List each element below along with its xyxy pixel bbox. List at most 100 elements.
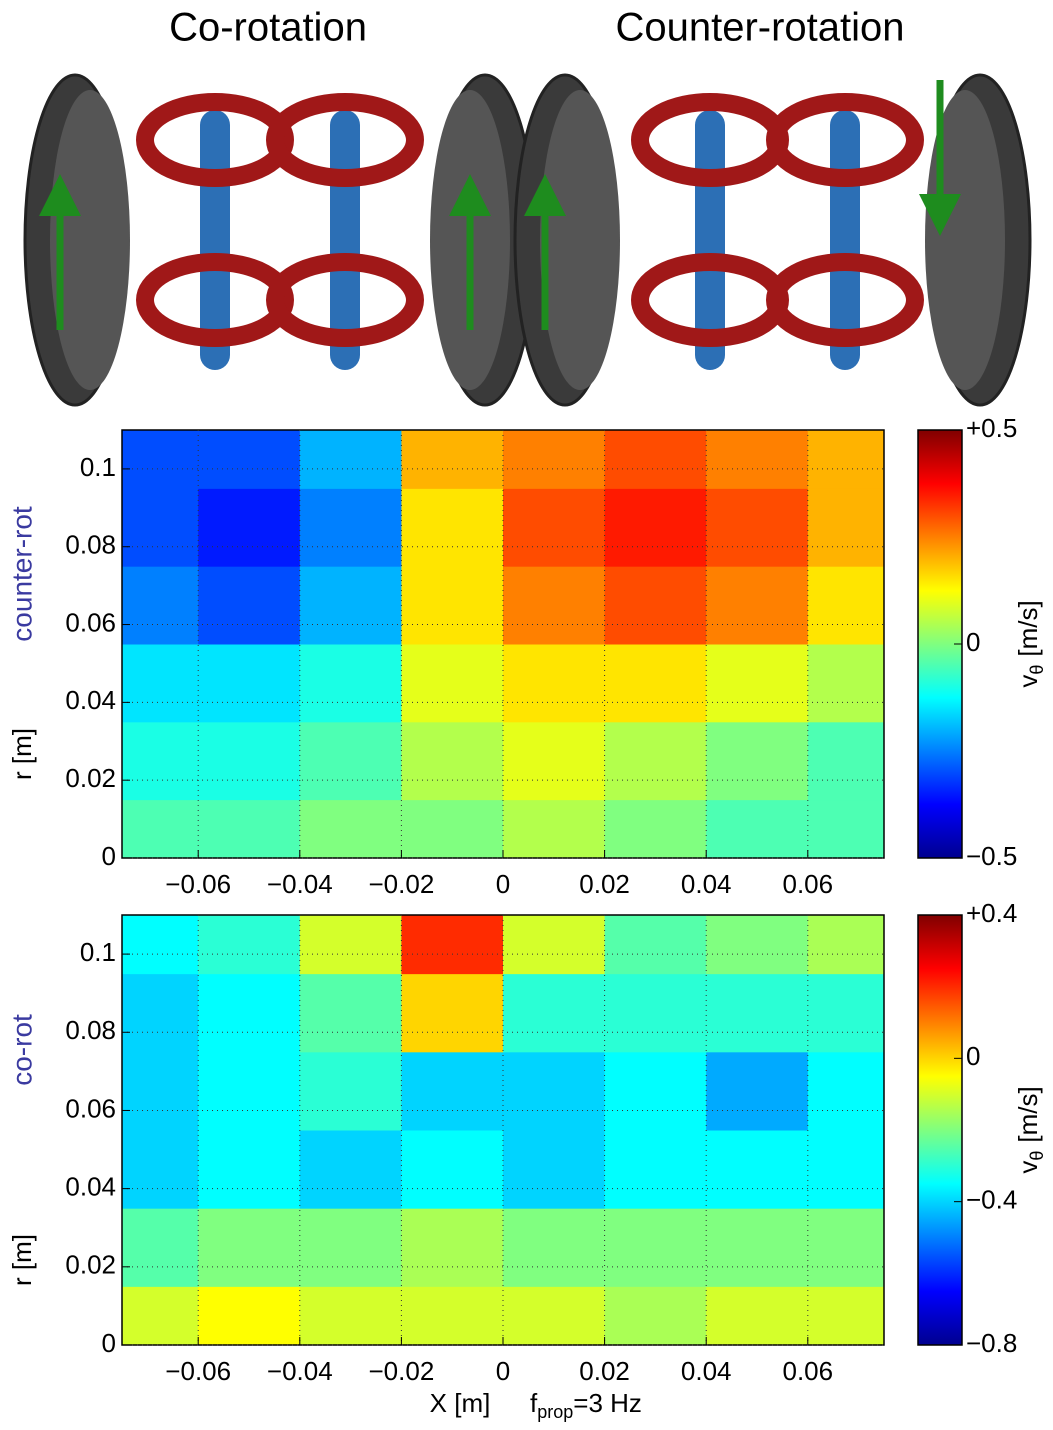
cell: [503, 1208, 606, 1287]
swirl: [766, 253, 924, 347]
cell: [122, 1286, 199, 1345]
cell: [401, 973, 504, 1053]
x-tick-label: 0: [496, 869, 510, 899]
colorbar-label: vθ [m/s]: [1013, 1086, 1047, 1173]
cell: [299, 721, 402, 801]
cell: [503, 721, 606, 801]
cell: [503, 644, 606, 723]
cell: [122, 973, 199, 1053]
cell: [807, 1286, 884, 1345]
rotor-face: [50, 90, 130, 390]
colorbar: [917, 429, 963, 859]
annotation-text: =3 Hz: [573, 1388, 642, 1418]
y-tick-label: 0.02: [65, 763, 116, 793]
colorbar-symbol: v: [1013, 675, 1043, 688]
x-tick-label: 0.04: [681, 869, 732, 899]
cell: [604, 566, 707, 645]
cell: [807, 430, 884, 489]
x-axis-label: X [m]: [430, 1388, 491, 1418]
y-tick-label: 0.1: [80, 937, 116, 967]
y-tick-label: 0.04: [65, 685, 116, 715]
cell: [122, 430, 199, 489]
swirl: [266, 253, 424, 347]
y-tick-label: 0.08: [65, 530, 116, 560]
cell: [706, 915, 809, 975]
cell: [503, 1051, 606, 1131]
cell: [299, 799, 402, 858]
annotation: fprop=3 Hz: [530, 1388, 642, 1422]
cell: [198, 430, 301, 489]
illustration: [23, 73, 1032, 407]
cell: [401, 488, 504, 567]
cell: [299, 1051, 402, 1131]
y-tick-label: 0: [102, 841, 116, 871]
colorbar-tick-label: +0.5: [966, 413, 1017, 443]
x-tick-label: −0.06: [165, 1356, 231, 1386]
colorbar-tick-label: +0.4: [966, 898, 1017, 928]
colorbar-subscript: θ: [1027, 665, 1047, 675]
cell: [706, 1286, 809, 1345]
x-tick-label: 0.02: [579, 1356, 630, 1386]
y-axis-label: r [m]: [7, 728, 37, 780]
cell: [706, 1130, 809, 1209]
cell: [706, 973, 809, 1053]
cell: [401, 1208, 504, 1287]
cell: [299, 1208, 402, 1287]
cell: [401, 644, 504, 723]
cell: [401, 915, 504, 975]
cell: [198, 1208, 301, 1287]
x-tick-label: −0.04: [267, 869, 333, 899]
colorbar-unit: [m/s]: [1013, 600, 1043, 656]
cell: [198, 721, 301, 801]
cell: [503, 488, 606, 567]
heatmap: [122, 430, 884, 858]
cell: [604, 721, 707, 801]
cell: [122, 1130, 199, 1209]
cell: [807, 1130, 884, 1209]
cell: [604, 1208, 707, 1287]
x-tick-label: −0.06: [165, 869, 231, 899]
cell: [198, 915, 301, 975]
cell: [122, 799, 199, 858]
cell: [706, 488, 809, 567]
y-tick-label: 0.02: [65, 1250, 116, 1280]
x-tick-label: −0.04: [267, 1356, 333, 1386]
y-axis-label: r [m]: [7, 1234, 37, 1286]
swirl: [136, 253, 294, 347]
cell: [198, 1286, 301, 1345]
cell: [401, 1051, 504, 1131]
cell: [604, 430, 707, 489]
swirl: [266, 93, 424, 187]
heatmap: [122, 915, 884, 1345]
cell: [503, 1286, 606, 1345]
colorbar-symbol: v: [1013, 1161, 1043, 1174]
cell: [198, 973, 301, 1053]
x-tick-label: −0.02: [369, 1356, 435, 1386]
cell: [122, 915, 199, 975]
cell: [122, 1051, 199, 1131]
cell: [401, 566, 504, 645]
cell: [299, 973, 402, 1053]
cell: [198, 799, 301, 858]
y-tick-label: 0: [102, 1328, 116, 1358]
annotation-subscript: prop: [537, 1402, 573, 1422]
y-tick-label: 0.04: [65, 1172, 116, 1202]
annotation-symbol: f: [530, 1388, 538, 1418]
y-tick-label: 0.06: [65, 1093, 116, 1123]
x-tick-label: 0.06: [782, 1356, 833, 1386]
illustration-label: Co-rotation: [169, 6, 367, 50]
swirl: [136, 93, 294, 187]
cell: [122, 721, 199, 801]
colorbar-tick-label: 0: [966, 1041, 980, 1071]
cell: [401, 799, 504, 858]
cell: [503, 973, 606, 1053]
cell: [604, 973, 707, 1053]
cell: [807, 644, 884, 723]
x-tick-label: −0.02: [369, 869, 435, 899]
cell: [807, 973, 884, 1053]
cell: [503, 1130, 606, 1209]
y-tick-label: 0.1: [80, 452, 116, 482]
colorbar-tick-label: −0.5: [966, 841, 1017, 871]
colorbar-unit: [m/s]: [1013, 1086, 1043, 1142]
cell: [706, 799, 809, 858]
